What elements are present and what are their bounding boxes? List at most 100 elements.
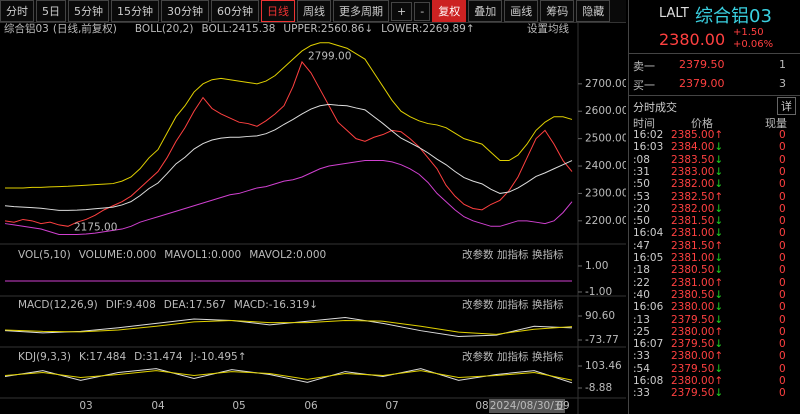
series-line xyxy=(4,160,573,236)
y-tick-label: 2600.00 xyxy=(585,105,626,117)
name: 综合铝03 xyxy=(695,6,772,27)
table-header: 价格 xyxy=(691,117,713,130)
toolbar-button[interactable]: 叠加 xyxy=(468,0,503,22)
trade-cell: 2380.50↓ xyxy=(671,288,724,301)
settings: 设置均线 xyxy=(527,22,569,35)
trade-cell: 2380.00↑ xyxy=(671,375,724,387)
trade-cell: :40 xyxy=(633,288,650,301)
toolbar-button[interactable]: 画线 xyxy=(504,0,539,22)
panel-button[interactable]: 加指标 xyxy=(497,248,529,261)
x-tick-label: 08 xyxy=(475,400,488,412)
trade-cell: 0 xyxy=(779,362,786,375)
legend-entry: UPPER:2560.86↓ xyxy=(283,23,373,35)
trade-cell: 2381.50↓ xyxy=(671,215,724,228)
series-line xyxy=(4,319,573,335)
legend-entry: K:17.484 xyxy=(79,351,126,363)
code: LALT xyxy=(659,6,689,21)
x-tick-label: 03 xyxy=(79,400,92,412)
legend-entry: J:-10.495↑ xyxy=(190,351,247,363)
trade-cell: 0 xyxy=(779,165,786,178)
trade-cell: 0 xyxy=(779,190,786,203)
trade-cell: 16:05 xyxy=(633,252,664,264)
panel-button[interactable]: 改参数 xyxy=(462,350,494,363)
legend-entry: LOWER:2269.89↑ xyxy=(381,23,475,35)
panel-button[interactable]: 改参数 xyxy=(462,248,494,261)
trades-title: 分时成交 xyxy=(633,101,677,114)
series-line xyxy=(4,60,573,227)
y-tick-label: -73.77 xyxy=(585,334,619,346)
panel-button[interactable]: 加指标 xyxy=(497,350,529,363)
y-tick-label: 2500.00 xyxy=(585,133,626,145)
book-cell: 2379.50 xyxy=(679,58,725,71)
x-tick-label: 06 xyxy=(304,400,318,412)
panel-button[interactable]: 换指标 xyxy=(532,298,564,311)
trade-cell: 2379.50↓ xyxy=(671,313,724,326)
chart-title: 综合铝03 xyxy=(4,22,49,35)
trade-cell: 0 xyxy=(779,239,786,252)
trade-cell: 0 xyxy=(779,288,786,301)
series-line xyxy=(4,370,573,381)
trade-cell: 2381.00↓ xyxy=(671,227,724,240)
trade-cell: 2382.50↑ xyxy=(671,190,724,203)
table-header: 现量 xyxy=(765,117,787,130)
trade-cell: 2382.00↓ xyxy=(671,178,724,191)
trade-cell: 0 xyxy=(779,313,786,326)
trade-cell: 0 xyxy=(779,276,786,289)
trade-cell: 0 xyxy=(779,141,786,154)
trade-cell: 0 xyxy=(779,325,786,338)
toolbar-button[interactable]: 周线 xyxy=(297,0,331,22)
toolbar-button[interactable]: 复权 xyxy=(432,0,467,22)
toolbar-button[interactable]: - xyxy=(414,1,431,21)
trade-cell: :33 xyxy=(633,350,650,363)
annotation: 2175.00 xyxy=(74,222,117,234)
trade-cell: :13 xyxy=(633,313,650,326)
toolbar-button[interactable]: 筹码 xyxy=(540,0,575,22)
book-cell: 1 xyxy=(779,58,786,71)
toolbar-button[interactable]: 日线 xyxy=(261,0,295,22)
chart: 2200.00 2300.00 2400.00 2500.00 2600.00 2700.… xyxy=(0,22,626,414)
trade-cell: 0 xyxy=(779,252,786,264)
trade-cell: :31 xyxy=(633,165,650,178)
toolbar-button[interactable]: 5分钟 xyxy=(68,0,109,22)
quote-panel: LALT 综合铝03 2380.00 +1.50 +0.06% 分时成交 详 卖… xyxy=(628,0,800,414)
trade-cell: 2381.50↑ xyxy=(671,239,724,252)
trade-cell: :54 xyxy=(633,362,650,375)
trade-cell: :18 xyxy=(633,264,650,277)
panel-button[interactable]: 换指标 xyxy=(532,248,564,261)
toolbar-button[interactable]: 隐藏 xyxy=(576,0,611,22)
trade-cell: :50 xyxy=(633,178,650,191)
panel-button[interactable]: 加指标 xyxy=(497,298,529,311)
detail-button[interactable]: 详 xyxy=(777,97,796,115)
toolbar-button[interactable]: 5日 xyxy=(36,0,66,22)
trade-cell: 2382.00↓ xyxy=(671,202,724,215)
price: 2380.00 xyxy=(659,30,726,49)
legend-entry: VOLUME:0.000 xyxy=(79,249,157,261)
trade-cell: 16:03 xyxy=(633,141,664,154)
panel-button[interactable]: 改参数 xyxy=(462,298,494,311)
toolbar-button[interactable]: 30分钟 xyxy=(161,0,209,22)
y-tick-label: 103.46 xyxy=(585,360,622,372)
x-tick-label: 2024/08/30/五 xyxy=(490,400,565,412)
change: +1.50 xyxy=(733,27,764,38)
trade-cell: 2379.50↓ xyxy=(671,338,724,351)
y-tick-label: 2200.00 xyxy=(585,215,626,227)
book-cell: 卖一 xyxy=(633,60,655,73)
legend-entry: MACD:-16.319↓ xyxy=(234,299,318,311)
trade-cell: 0 xyxy=(779,338,786,351)
book-cell: 买一 xyxy=(633,79,655,92)
legend-entry: MAVOL2:0.000 xyxy=(249,249,326,261)
trade-cell: 2383.50↓ xyxy=(671,153,724,166)
trade-cell: 0 xyxy=(779,153,786,166)
trade-cell: 16:06 xyxy=(633,301,664,314)
book-cell: 2379.00 xyxy=(679,77,725,90)
panel-button[interactable]: 换指标 xyxy=(532,350,564,363)
toolbar-button[interactable]: + xyxy=(391,1,413,21)
series-line xyxy=(4,103,573,211)
toolbar-button[interactable]: 60分钟 xyxy=(211,0,259,22)
y-tick-label: 2400.00 xyxy=(585,160,626,172)
toolbar-button[interactable]: 分时 xyxy=(0,0,34,22)
toolbar-button[interactable]: 15分钟 xyxy=(111,0,159,22)
toolbar-button[interactable]: 更多周期 xyxy=(333,0,389,22)
trade-cell: :47 xyxy=(633,239,650,252)
trade-cell: 0 xyxy=(779,350,786,363)
